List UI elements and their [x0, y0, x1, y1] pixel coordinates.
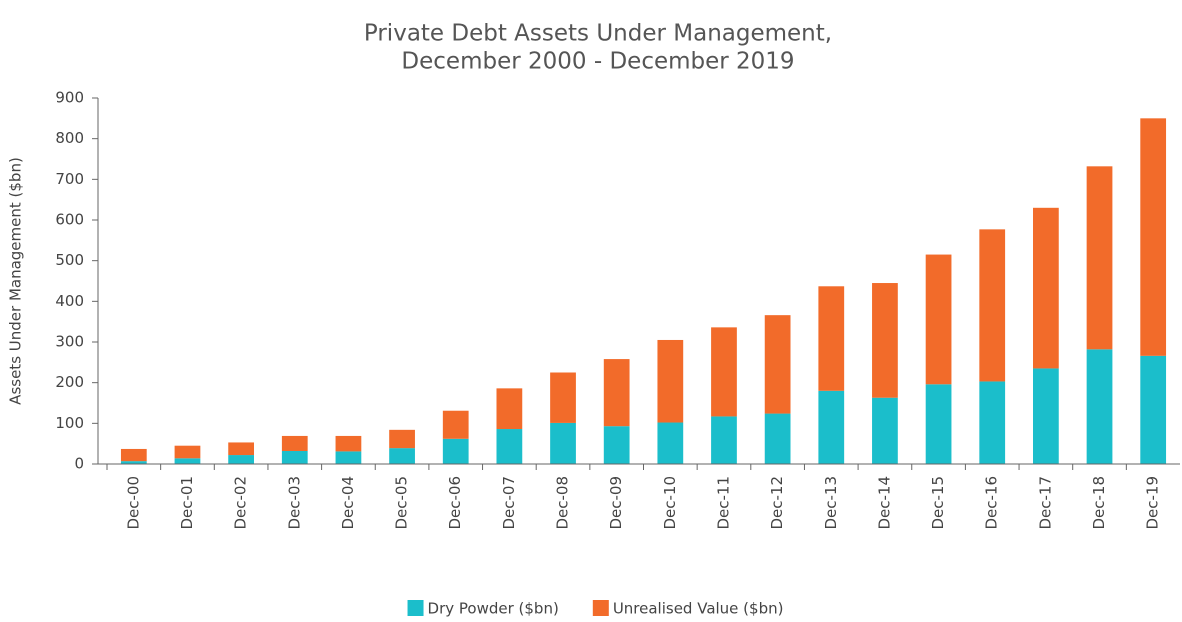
bar-segment [120, 448, 147, 462]
bar-segment [1086, 166, 1113, 350]
bar-segment [872, 397, 898, 464]
bar-segment [496, 429, 523, 464]
x-tick-label: Dec-15 [929, 476, 947, 530]
legend-label: Dry Powder ($bn) [428, 600, 559, 618]
x-tick-label: Dec-06 [446, 476, 464, 530]
x-tick-label: Dec-07 [500, 476, 518, 530]
x-tick-label: Dec-09 [607, 476, 625, 530]
bar-segment [1032, 368, 1059, 464]
y-tick-label: 400 [55, 292, 84, 310]
x-tick-label: Dec-17 [1036, 476, 1054, 530]
bar-segment [925, 384, 952, 464]
bar-segment [818, 286, 845, 391]
y-tick-label: 100 [55, 414, 84, 432]
y-tick-label: 0 [74, 455, 84, 473]
y-tick-label: 700 [55, 170, 84, 188]
y-tick-label: 300 [55, 333, 84, 351]
x-tick-label: Dec-18 [1090, 476, 1108, 530]
bar-segment [550, 372, 576, 423]
x-tick-label: Dec-02 [232, 476, 250, 530]
bar-segment [603, 426, 630, 464]
bar-segment [979, 381, 1006, 464]
bar-segment [764, 413, 791, 464]
y-tick-label: 200 [55, 373, 84, 391]
bar-segment [603, 359, 630, 427]
legend-swatch [407, 600, 424, 616]
x-tick-label: Dec-04 [339, 476, 357, 530]
x-tick-label: Dec-16 [983, 476, 1001, 530]
bar-segment [228, 455, 255, 464]
x-tick-label: Dec-13 [822, 476, 840, 530]
bar-segment [228, 442, 255, 456]
bar-segment [764, 315, 791, 414]
bar-segment [442, 438, 469, 464]
y-tick-label: 500 [55, 251, 84, 269]
bar-segment [281, 450, 308, 464]
bar-segment [496, 388, 523, 430]
bar-segment [818, 390, 845, 464]
bar-segment [174, 458, 201, 464]
bar-segment [389, 429, 415, 449]
bar-segment [657, 339, 684, 423]
y-tick-label: 900 [55, 89, 84, 107]
x-tick-label: Dec-08 [554, 476, 572, 530]
bar-segment [1086, 349, 1113, 464]
x-tick-label: Dec-03 [285, 476, 303, 530]
x-tick-label: Dec-11 [714, 476, 732, 530]
bar-segment [550, 422, 576, 464]
x-tick-label: Dec-05 [393, 476, 411, 530]
bar-segment [1032, 207, 1059, 369]
bar-segment [335, 451, 362, 464]
bar-segment [711, 327, 737, 417]
x-tick-label: Dec-10 [661, 476, 679, 530]
legend-swatch [592, 600, 609, 616]
bar-segment [389, 448, 415, 464]
y-axis-label: Assets Under Management ($bn) [7, 157, 25, 405]
bar-segment [281, 435, 308, 451]
y-tick-label: 600 [55, 211, 84, 229]
x-tick-label: Dec-00 [124, 476, 142, 530]
y-tick-label: 800 [55, 129, 84, 147]
x-tick-label: Dec-19 [1144, 476, 1162, 530]
chart-title: December 2000 - December 2019 [401, 49, 794, 75]
x-tick-label: Dec-01 [178, 476, 196, 530]
x-tick-label: Dec-14 [875, 476, 893, 530]
bar-segment [925, 254, 952, 385]
bar-segment [1140, 355, 1167, 464]
bar-segment [120, 461, 147, 464]
bar-segment [657, 422, 684, 464]
bar-segment [979, 229, 1006, 382]
legend-label: Unrealised Value ($bn) [613, 600, 784, 618]
bar-segment [1140, 118, 1167, 356]
chart-title: Private Debt Assets Under Management, [364, 21, 832, 47]
legend: Dry Powder ($bn) Unrealised Value ($bn) [407, 600, 784, 618]
bar-segment [174, 445, 201, 459]
bar-segment [872, 283, 898, 398]
bar-segment [335, 435, 362, 452]
bar-segment [442, 410, 469, 439]
x-tick-label: Dec-12 [768, 476, 786, 530]
bar-segment [711, 416, 737, 464]
